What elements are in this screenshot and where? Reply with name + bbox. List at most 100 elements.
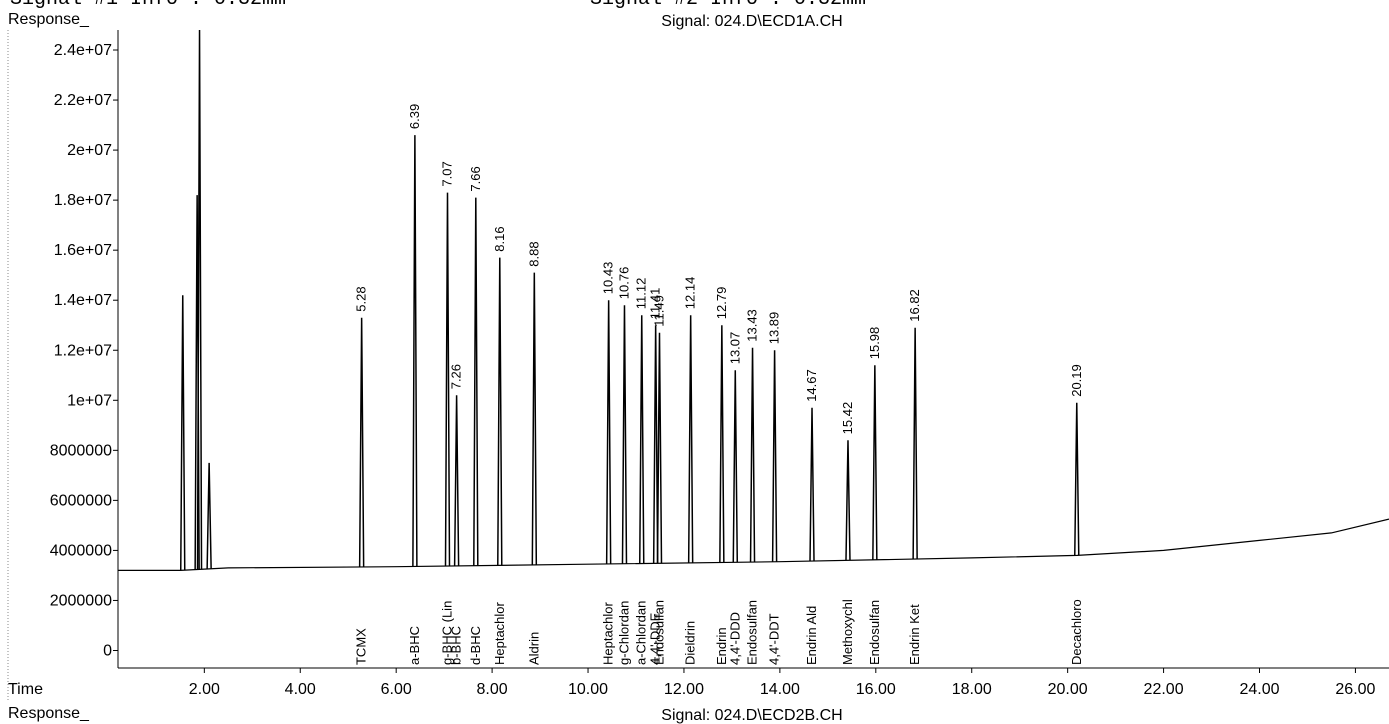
peak bbox=[719, 325, 725, 563]
peak bbox=[638, 315, 645, 564]
y-tick-label: 1.8e+07 bbox=[54, 192, 112, 209]
compound-name: b-BHC bbox=[449, 626, 464, 665]
compound-name: Endosulfan bbox=[745, 600, 760, 665]
baseline-trace bbox=[118, 518, 1389, 571]
x-tick-label: 16.00 bbox=[856, 681, 896, 698]
compound-name: a-BHC bbox=[407, 626, 422, 665]
bottom-signal-title: Signal: 024.D\ECD2B.CH bbox=[661, 707, 842, 724]
y-tick-label: 2.4e+07 bbox=[54, 42, 112, 59]
retention-time-label: 5.28 bbox=[354, 286, 369, 311]
compound-name: Heptachlor bbox=[601, 601, 616, 665]
retention-time-label: 16.82 bbox=[907, 289, 922, 322]
x-tick-label: 22.00 bbox=[1144, 681, 1184, 698]
y-tick-label: 8000000 bbox=[50, 442, 112, 459]
peak bbox=[196, 29, 203, 570]
x-tick-label: 4.00 bbox=[285, 681, 316, 698]
x-axis-label: Time bbox=[8, 681, 43, 698]
signal-title: Signal: 024.D\ECD1A.CH bbox=[661, 13, 842, 30]
retention-time-label: 6.39 bbox=[407, 104, 422, 129]
peak bbox=[531, 272, 538, 565]
peak bbox=[656, 332, 663, 564]
y-tick-label: 1.2e+07 bbox=[54, 342, 112, 359]
x-tick-label: 10.00 bbox=[568, 681, 608, 698]
compound-name: Heptachlor bbox=[492, 601, 507, 665]
retention-time-label: 12.14 bbox=[683, 277, 698, 310]
compound-name: 4,4'-DDE bbox=[648, 612, 663, 665]
compound-name: TCMX bbox=[354, 628, 369, 665]
compound-name: Endrin Ket bbox=[907, 604, 922, 665]
retention-time-label: 14.67 bbox=[804, 369, 819, 402]
retention-time-label: 7.26 bbox=[449, 364, 464, 389]
retention-time-label: 11.49 bbox=[651, 295, 666, 327]
retention-time-label: 11.41 bbox=[648, 288, 663, 320]
retention-time-label: 13.43 bbox=[745, 309, 760, 342]
y-tick-label: 1.6e+07 bbox=[54, 242, 112, 259]
y-tick-label: 0 bbox=[103, 642, 112, 659]
peak bbox=[771, 350, 778, 562]
peak bbox=[621, 305, 628, 564]
x-tick-label: 20.00 bbox=[1048, 681, 1088, 698]
compound-name: Endrin bbox=[714, 627, 729, 665]
peak bbox=[1074, 402, 1080, 556]
compound-name: g-BHC (Lin bbox=[440, 601, 455, 665]
peak bbox=[358, 317, 365, 567]
compound-name: Endosulfan bbox=[867, 600, 882, 665]
y-tick-label: 2.2e+07 bbox=[54, 92, 112, 109]
compound-name: 4,4'-DDD bbox=[727, 612, 742, 665]
retention-time-label: 13.07 bbox=[727, 332, 742, 365]
retention-time-label: 13.89 bbox=[767, 312, 782, 345]
peak bbox=[179, 295, 186, 571]
y-axis-label: Response_ bbox=[8, 11, 90, 28]
y-tick-label: 2000000 bbox=[50, 592, 112, 609]
y-tick-label: 1.4e+07 bbox=[54, 292, 112, 309]
retention-time-label: 15.98 bbox=[867, 327, 882, 360]
x-tick-label: 26.00 bbox=[1335, 681, 1375, 698]
peak bbox=[453, 395, 460, 566]
retention-time-label: 12.79 bbox=[714, 287, 729, 320]
signal-2-info: Signal #2 Info : 0.32mm bbox=[590, 0, 866, 11]
peak bbox=[444, 192, 451, 567]
retention-time-label: 20.19 bbox=[1069, 364, 1084, 397]
signal-1-info: Signal #1 Info : 0.32mm bbox=[10, 0, 286, 11]
compound-name: a-Chlordan bbox=[634, 601, 649, 665]
peak bbox=[497, 257, 503, 566]
retention-time-label: 10.76 bbox=[616, 267, 631, 300]
x-tick-label: 18.00 bbox=[952, 681, 992, 698]
x-tick-label: 2.00 bbox=[189, 681, 220, 698]
compound-name: d-BHC bbox=[468, 626, 483, 665]
x-tick-label: 8.00 bbox=[477, 681, 508, 698]
bottom-y-label: Response_ bbox=[8, 705, 90, 722]
retention-time-label: 7.07 bbox=[440, 161, 455, 186]
retention-time-label: 8.16 bbox=[492, 226, 507, 251]
retention-time-label: 15.42 bbox=[840, 402, 855, 435]
compound-name: Endrin Ald bbox=[804, 606, 819, 665]
peak bbox=[687, 315, 694, 563]
compound-name: Methoxychl bbox=[840, 599, 855, 665]
peak bbox=[652, 325, 659, 564]
compound-name: Endosulfan bbox=[651, 600, 666, 665]
compound-name: Aldrin bbox=[526, 632, 541, 665]
peak bbox=[605, 300, 612, 564]
peak bbox=[872, 365, 878, 560]
retention-time-label: 8.88 bbox=[526, 241, 541, 266]
x-tick-label: 6.00 bbox=[381, 681, 412, 698]
compound-name: Decachloro bbox=[1069, 599, 1084, 665]
y-tick-label: 2e+07 bbox=[67, 142, 112, 159]
peak bbox=[732, 370, 739, 563]
x-tick-label: 12.00 bbox=[664, 681, 704, 698]
compound-name: Dieldrin bbox=[683, 621, 698, 665]
compound-name: g-Chlordan bbox=[616, 601, 631, 665]
y-tick-label: 1e+07 bbox=[67, 392, 112, 409]
peak bbox=[749, 347, 756, 563]
peak bbox=[809, 407, 815, 562]
retention-time-label: 11.12 bbox=[634, 278, 649, 310]
x-tick-label: 14.00 bbox=[760, 681, 800, 698]
compound-name: 4,4'-DDT bbox=[767, 613, 782, 665]
peak bbox=[473, 197, 479, 566]
y-tick-label: 6000000 bbox=[50, 492, 112, 509]
retention-time-label: 7.66 bbox=[468, 166, 483, 191]
peak bbox=[412, 135, 418, 567]
peak bbox=[845, 440, 851, 561]
peak bbox=[206, 462, 212, 569]
